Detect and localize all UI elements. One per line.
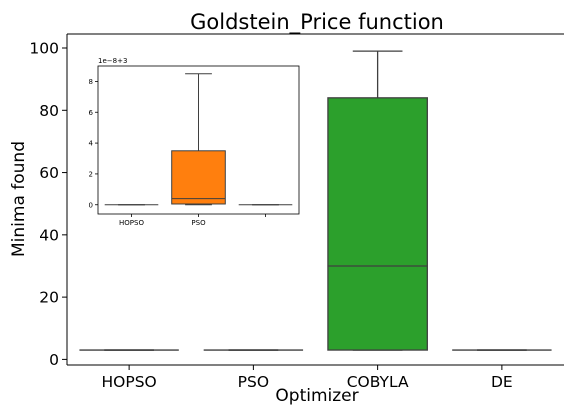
inset-y-tick-label-3: 6 <box>89 109 94 117</box>
y-axis-label: Minima found <box>9 141 29 257</box>
y-tick-label-2: 40 <box>39 226 59 244</box>
y-tick-label-5: 100 <box>29 40 59 58</box>
main-box-2 <box>327 50 428 351</box>
inset-iqr-1 <box>171 150 226 205</box>
inset-box-1 <box>171 73 226 206</box>
inset-x-tick-label-0: HOPSO <box>119 219 144 227</box>
inset-y-tick-label-0: 0 <box>89 201 93 209</box>
inset-y-tick-label-4: 8 <box>89 78 93 86</box>
x-tick-label-1: PSO <box>238 373 269 391</box>
chart-title: Goldstein_Price function <box>190 10 444 35</box>
x-tick-label-0: HOPSO <box>102 373 157 391</box>
inset-y-tick-label-1: 2 <box>89 170 93 178</box>
y-tick-label-4: 80 <box>39 102 59 120</box>
y-tick-label-3: 60 <box>39 164 59 182</box>
x-tick-label-3: DE <box>491 373 513 391</box>
y-tick-label-0: 0 <box>49 351 59 369</box>
inset-plot: 0 2 4 6 8 HOPSO PSO 1e−8+3 <box>89 57 300 227</box>
inset-offset-label: 1e−8+3 <box>98 57 127 65</box>
y-tick-label-1: 20 <box>39 289 59 307</box>
main-iqr-2 <box>327 97 428 351</box>
inset-x-tick-label-1: PSO <box>191 219 206 227</box>
x-tick-label-2: COBYLA <box>347 373 409 391</box>
inset-y-tick-label-2: 4 <box>89 140 94 148</box>
x-axis-label: Optimizer <box>275 386 358 405</box>
